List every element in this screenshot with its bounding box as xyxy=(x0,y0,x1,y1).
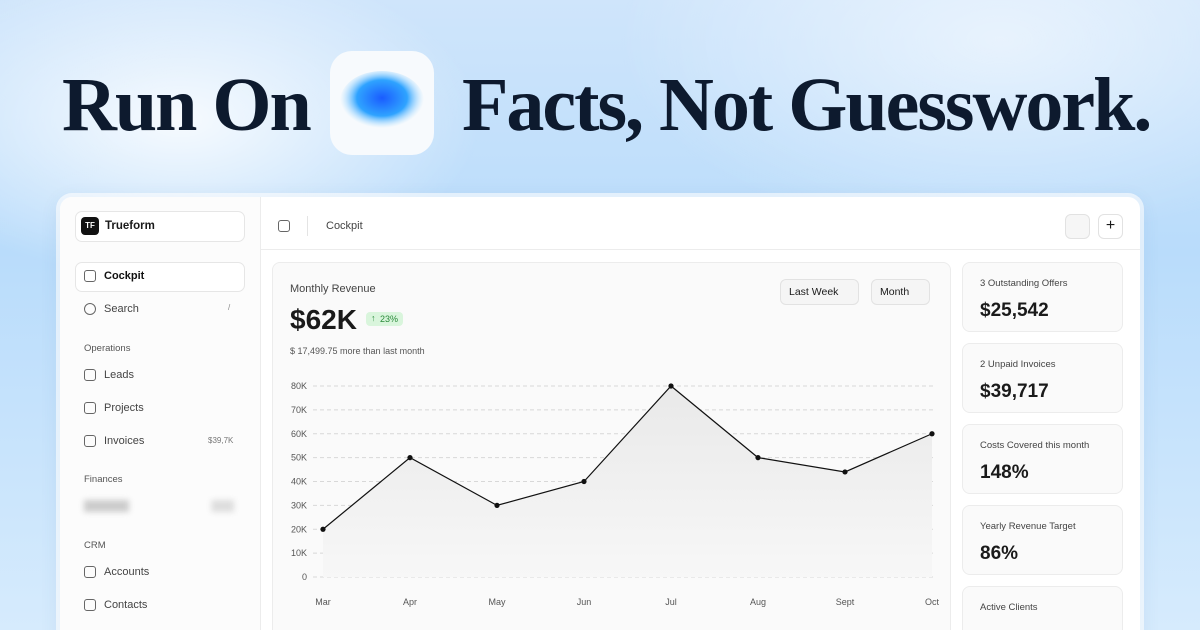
y-tick-label: 40K xyxy=(291,477,307,487)
nav-item[interactable]: Leads xyxy=(84,369,134,381)
nav-label: Search xyxy=(104,303,139,315)
card-title: Monthly Revenue xyxy=(290,283,376,295)
point xyxy=(494,502,500,508)
point xyxy=(581,478,587,485)
sidebar-toggle[interactable] xyxy=(278,220,290,232)
nav-label: Projects xyxy=(104,402,144,414)
change-value: 23% xyxy=(380,314,399,324)
y-tick-label: 10K xyxy=(291,548,307,558)
x-tick-label: Aug xyxy=(750,597,766,607)
nav-label: Contacts xyxy=(104,599,148,611)
stat-card: Active Clients xyxy=(962,586,1123,630)
stat-label: 3 Outstanding Offers xyxy=(980,278,1068,289)
divider xyxy=(307,216,308,236)
point xyxy=(320,526,326,532)
nav-item[interactable]: Projects xyxy=(84,402,144,414)
stat-label: Active Clients xyxy=(980,602,1038,613)
nav-label: Invoices xyxy=(104,435,145,447)
nav-item[interactable]: Accounts xyxy=(84,566,149,578)
x-tick-label: Oct xyxy=(925,597,940,607)
section-title: Finances xyxy=(84,474,123,485)
section-title: CRM xyxy=(84,540,106,551)
blurred-item xyxy=(84,500,234,512)
nav-item[interactable]: Contacts xyxy=(84,599,147,611)
stat-label: 2 Unpaid Invoices xyxy=(980,359,1056,370)
point xyxy=(842,469,848,475)
notifications-button[interactable] xyxy=(1065,214,1090,239)
nav-label: Cockpit xyxy=(104,270,145,282)
nav-label: Leads xyxy=(104,369,134,381)
change-badge: ↑ 23% xyxy=(366,312,404,326)
breadcrumb: Cockpit xyxy=(326,220,363,232)
x-tick-label: Sept xyxy=(836,597,855,607)
headline-right: Facts, Not Guesswork. xyxy=(462,63,1152,147)
workspace-name: Trueform xyxy=(105,220,155,232)
logo: TF xyxy=(81,217,99,235)
point xyxy=(755,455,761,461)
stat-value: 148% xyxy=(980,462,1029,483)
stat-label: Yearly Revenue Target xyxy=(980,521,1076,532)
filter-button[interactable]: Last Week xyxy=(780,279,860,305)
y-tick-label: 70K xyxy=(291,405,307,415)
add-button[interactable]: + xyxy=(1098,214,1123,239)
stat-card: 3 Outstanding Offers $25,542 xyxy=(962,262,1123,332)
stat-card: 2 Unpaid Invoices $39,717 xyxy=(962,343,1123,413)
y-tick-label: 20K xyxy=(291,524,307,534)
y-tick-label: 0 xyxy=(302,572,307,582)
x-tick-label: Mar xyxy=(315,597,331,607)
filter-label: Month xyxy=(880,286,910,298)
x-tick-label: May xyxy=(488,597,506,607)
x-tick-label: Apr xyxy=(403,597,417,607)
nav-item[interactable]: Cockpit xyxy=(84,270,144,282)
filter-label: Last Week xyxy=(789,286,839,298)
nav-item[interactable]: Search xyxy=(84,303,139,315)
chart: 0 10K 20K 30K 40K 50K 60K 70K 80K Mar Apr May Jun Jul… xyxy=(291,381,940,607)
shortcut: / xyxy=(228,303,231,312)
app-icon xyxy=(330,51,434,155)
y-tick-label: 50K xyxy=(291,453,307,463)
workspace-switcher[interactable] xyxy=(75,211,245,242)
filter-button[interactable]: Month xyxy=(871,279,931,305)
stat-card: Costs Covered this month 148% xyxy=(962,424,1123,494)
point xyxy=(929,431,935,437)
headline-left: Run On xyxy=(62,63,312,147)
line xyxy=(322,385,933,530)
stat-card: Yearly Revenue Target 86% xyxy=(962,505,1123,575)
point xyxy=(668,383,674,389)
y-tick-label: 30K xyxy=(291,500,307,510)
nav-badge: $39,7K xyxy=(208,436,234,445)
revenue-note: $ 17,499.75 more than last month xyxy=(290,346,425,356)
stat-value: 86% xyxy=(980,543,1019,564)
revenue-amount: $62K xyxy=(290,304,357,335)
x-tick-label: Jul xyxy=(665,597,677,607)
y-tick-label: 60K xyxy=(291,429,307,439)
stat-value: $25,542 xyxy=(980,300,1049,321)
x-tick-label: Jun xyxy=(577,597,592,607)
arrow-icon: ↑ xyxy=(371,313,376,323)
point xyxy=(407,455,413,461)
section-title: Operations xyxy=(84,343,131,354)
stat-label: Costs Covered this month xyxy=(980,440,1090,451)
nav-item[interactable]: Invoices xyxy=(84,435,144,447)
area xyxy=(323,386,932,577)
nav-label: Accounts xyxy=(104,566,150,578)
stat-value: $39,717 xyxy=(980,381,1049,402)
topbar-border xyxy=(261,249,1140,250)
nav-active[interactable] xyxy=(75,262,245,292)
y-tick-label: 80K xyxy=(291,381,307,391)
